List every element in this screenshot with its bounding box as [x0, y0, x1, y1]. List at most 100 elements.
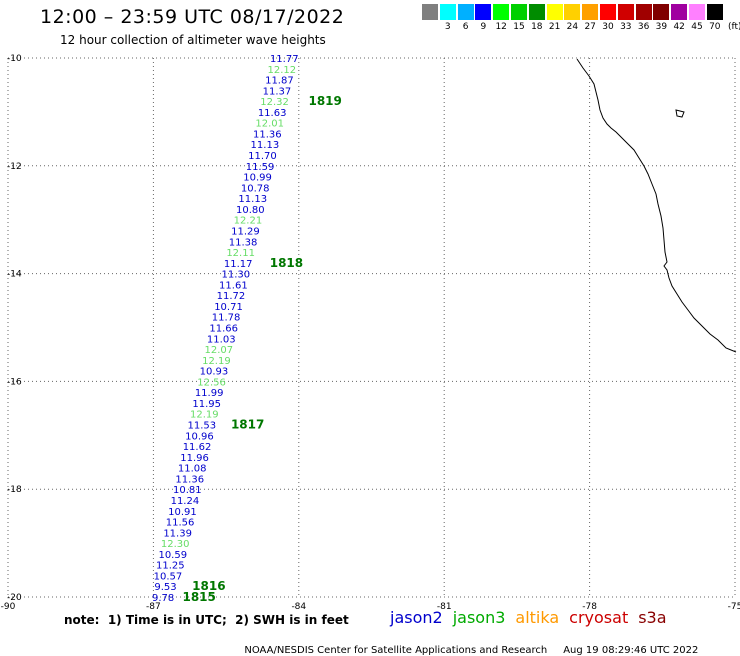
- lon-tick-label: -75: [728, 602, 740, 612]
- lat-tick-label: -10: [7, 54, 22, 64]
- wave-height-value: 10.81: [173, 485, 202, 496]
- wave-height-value: 12.19: [202, 356, 231, 367]
- color-swatch: [706, 4, 723, 20]
- wave-height-value: 11.30: [221, 270, 250, 281]
- legend-altika: altika: [515, 608, 560, 627]
- legend-jason2: jason2: [390, 608, 443, 627]
- wave-height-value: 10.78: [241, 183, 270, 194]
- wave-height-value: 10.71: [214, 302, 243, 313]
- wave-height-value: 10.57: [154, 571, 183, 582]
- chart-title: 12:00 – 23:59 UTC 08/17/2022: [40, 6, 345, 28]
- color-swatch: [635, 4, 652, 20]
- color-scale-label: 21: [548, 22, 561, 32]
- color-swatch: [475, 4, 492, 20]
- wave-height-value: 11.08: [178, 464, 207, 475]
- wave-height-value: 11.96: [180, 453, 209, 464]
- island-outline: [675, 109, 685, 118]
- color-scale-label: 70: [709, 22, 721, 32]
- satellite-legend: jason2 jason3 altika cryosat s3a: [390, 608, 677, 627]
- wave-height-value: 11.03: [207, 334, 236, 345]
- wave-height-value: 11.77: [270, 54, 299, 65]
- lat-tick-label: -20: [7, 593, 22, 603]
- pass-time-label: 1815: [182, 590, 215, 604]
- wave-height-value: 9.78: [152, 593, 174, 604]
- wave-height-value: 9.53: [154, 582, 176, 593]
- color-scale-label: 24: [566, 22, 579, 32]
- footer: NOAA/NESDIS Center for Satellite Applica…: [238, 634, 698, 656]
- coastline: [576, 58, 737, 353]
- color-scale-label: 18: [531, 22, 543, 32]
- wave-height-value: 11.17: [224, 259, 253, 270]
- color-scale-label: 9: [480, 22, 487, 32]
- lon-tick-label: -90: [1, 602, 16, 612]
- wave-height-value: 10.99: [243, 173, 272, 184]
- map-grid: [7, 57, 736, 598]
- wave-height-value: 11.66: [209, 324, 238, 335]
- wave-height-observations: 11.7712.1211.8711.3712.3211.6312.0111.36…: [152, 54, 299, 604]
- color-swatch: [617, 4, 634, 20]
- wave-height-value: 12.07: [205, 345, 234, 356]
- wave-height-value: 11.95: [192, 399, 221, 410]
- wave-height-value: 11.56: [166, 518, 195, 529]
- wave-height-value: 11.59: [246, 162, 275, 173]
- color-scale-label: 30: [602, 22, 614, 32]
- wave-height-value: 11.61: [219, 280, 248, 291]
- color-scale-label: 42: [673, 22, 685, 32]
- wave-height-value: 11.62: [183, 442, 212, 453]
- lat-tick-label: -12: [7, 162, 22, 172]
- pass-time-label: 1818: [270, 256, 303, 270]
- wave-height-value: 12.30: [161, 539, 190, 550]
- color-scale-label: 27: [584, 22, 596, 32]
- wave-height-value: 11.24: [171, 496, 200, 507]
- wave-height-value: 11.78: [212, 313, 241, 324]
- wave-height-value: 11.36: [175, 474, 204, 485]
- wave-height-value: 11.63: [258, 108, 287, 119]
- wave-height-value: 12.19: [190, 410, 219, 421]
- pass-time-label: 1816: [192, 579, 225, 593]
- color-swatch: [564, 4, 581, 20]
- color-swatch: [671, 4, 688, 20]
- wave-height-value: 11.87: [265, 76, 294, 87]
- color-scale-label: 12: [495, 22, 507, 32]
- wave-height-value: 11.53: [188, 421, 217, 432]
- wave-height-value: 11.13: [238, 194, 267, 205]
- pass-time-label: 1819: [308, 94, 341, 108]
- credit-text: NOAA/NESDIS Center for Satellite Applica…: [244, 645, 548, 656]
- units-note: note: 1) Time is in UTC; 2) SWH is in fe…: [64, 613, 349, 627]
- latitude-labels: -10 -12 -14 -16 -18 -20: [7, 54, 22, 603]
- color-swatch: [600, 4, 616, 20]
- color-swatch: [689, 4, 705, 20]
- longitude-labels: -90 -87 -84 -81 -78 -75: [1, 602, 740, 612]
- color-swatch: [582, 4, 599, 20]
- wave-height-value: 12.12: [268, 65, 297, 76]
- color-scale-label: 39: [655, 22, 668, 32]
- wave-height-value: 11.25: [156, 561, 185, 572]
- wave-height-value: 11.38: [229, 237, 258, 248]
- lon-tick-label: -81: [437, 602, 452, 612]
- color-swatch: [439, 4, 456, 20]
- wave-height-value: 12.21: [234, 216, 263, 227]
- wave-height-value: 10.80: [236, 205, 265, 216]
- lat-tick-label: -14: [7, 270, 22, 280]
- color-scale-label: 3: [444, 22, 451, 32]
- wave-height-value: 11.29: [231, 226, 260, 237]
- lon-tick-label: -84: [291, 602, 306, 612]
- chart-subtitle: 12 hour collection of altimeter wave hei…: [60, 33, 326, 47]
- color-scale-label: 33: [620, 22, 632, 32]
- lat-tick-label: -16: [7, 377, 22, 387]
- color-swatch: [457, 4, 474, 20]
- pass-time-label: 1817: [231, 418, 264, 432]
- color-swatch: [422, 4, 438, 20]
- color-swatch: [528, 4, 545, 20]
- wave-height-value: 10.91: [168, 507, 197, 518]
- color-swatch: [511, 4, 527, 20]
- wave-height-value: 10.93: [200, 367, 229, 378]
- legend-s3a: s3a: [638, 608, 667, 627]
- legend-jason3: jason3: [452, 608, 506, 627]
- wave-height-value: 12.11: [226, 248, 255, 259]
- wave-height-value: 11.37: [263, 86, 292, 97]
- color-swatch: [493, 4, 510, 20]
- color-scale-label: 36: [637, 22, 650, 32]
